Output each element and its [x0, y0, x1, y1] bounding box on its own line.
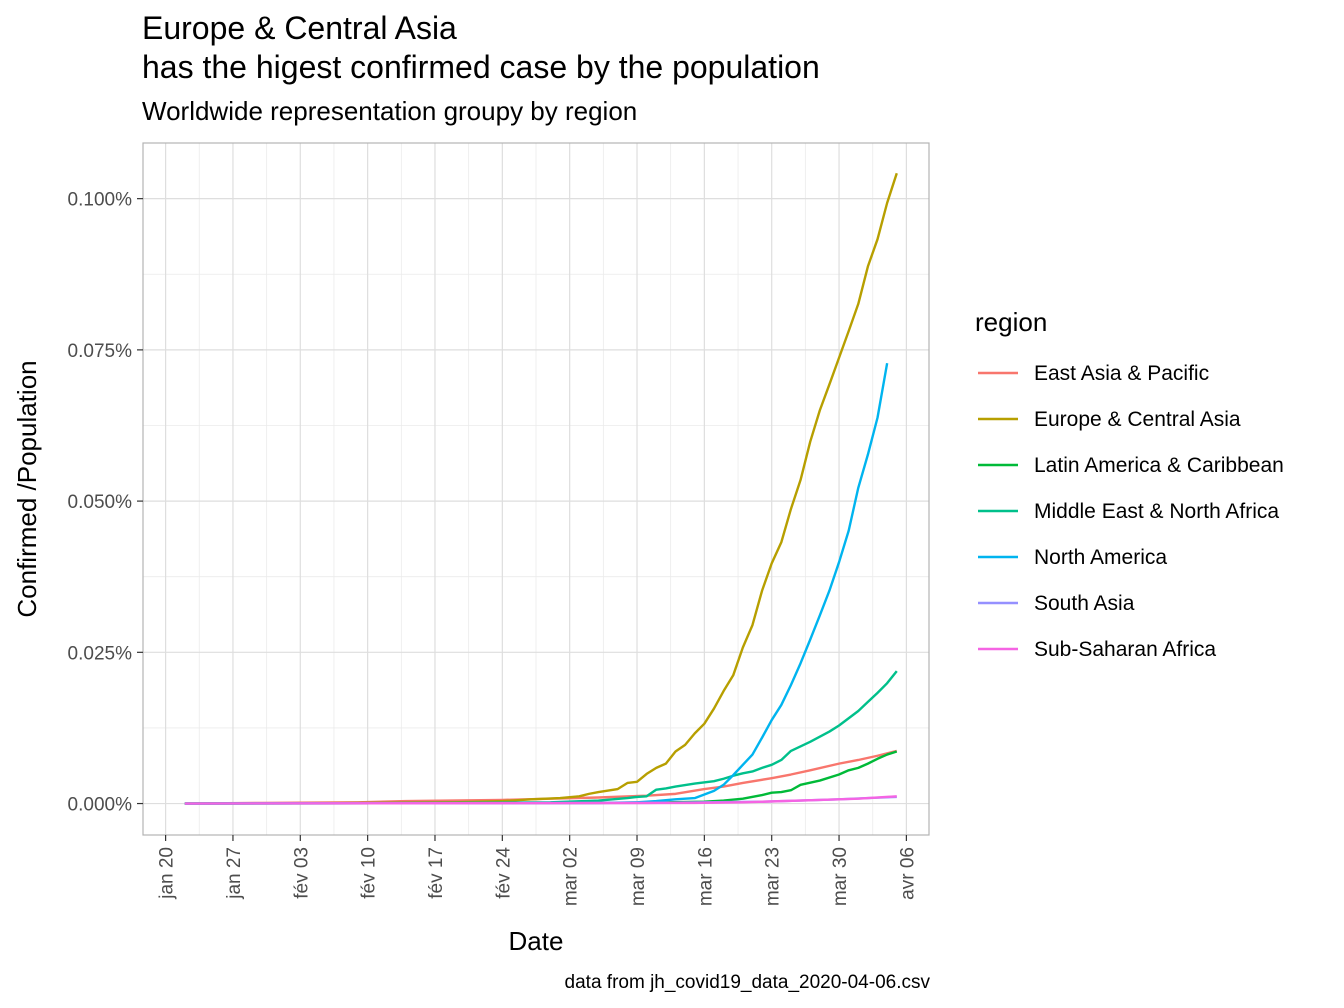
y-tick-label: 0.075%: [68, 341, 133, 362]
legend-label-4: North America: [1034, 546, 1167, 569]
x-tick-label: jan 27: [224, 847, 245, 900]
legend-label-3: Middle East & North Africa: [1034, 500, 1279, 523]
x-tick-label: mar 02: [561, 847, 582, 906]
x-tick-label: mar 23: [763, 847, 784, 906]
legend-label-5: South Asia: [1034, 592, 1135, 615]
x-axis-ticks: jan 20 jan 27 fév 03 fév 10 fév 17 fév 24 mar …: [157, 835, 918, 906]
chart-caption: data from jh_covid19_data_2020-04-06.csv: [565, 972, 931, 993]
x-tick-label: fév 24: [493, 847, 514, 899]
x-tick-label: avr 06: [897, 847, 918, 900]
legend-title: region: [975, 307, 1047, 337]
x-tick-label: mar 30: [830, 847, 851, 906]
series-lines: [184, 172, 898, 805]
legend-label-0: East Asia & Pacific: [1034, 362, 1209, 385]
series-line-3: [184, 670, 898, 805]
legend-label-6: Sub-Saharan Africa: [1034, 638, 1216, 661]
x-tick-label: fév 10: [359, 847, 380, 899]
x-tick-label: fév 17: [426, 847, 447, 899]
x-tick-label: fév 03: [291, 847, 312, 899]
series-line-4: [184, 362, 889, 805]
series-line-0: [184, 749, 898, 805]
plot-border: [142, 142, 930, 836]
y-tick-label: 0.025%: [68, 643, 133, 664]
x-tick-label: jan 20: [157, 847, 178, 900]
x-tick-label: mar 09: [628, 847, 649, 906]
x-tick-label: mar 16: [695, 847, 716, 906]
series-line-6: [184, 795, 897, 805]
legend: region East Asia & Pacific Europe & Centr…: [975, 307, 1284, 661]
chart-title-line-2: has the higest confirmed case by the pop…: [142, 49, 820, 85]
y-axis-label: Confirmed /Population: [12, 360, 42, 617]
legend-label-2: Latin America & Caribbean: [1034, 454, 1284, 477]
y-tick-label: 0.000%: [68, 795, 133, 816]
x-axis-label: Date: [509, 926, 564, 956]
legend-label-1: Europe & Central Asia: [1034, 408, 1241, 431]
y-tick-label: 0.050%: [68, 492, 133, 513]
chart-subtitle: Worldwide representation groupy by regio…: [142, 96, 637, 126]
y-axis-ticks: 0.000% 0.025% 0.050% 0.075% 0.100%: [68, 190, 143, 816]
chart-title: Europe & Central Asia: [142, 10, 457, 46]
series-line-1: [184, 172, 898, 805]
y-tick-label: 0.100%: [68, 190, 133, 211]
